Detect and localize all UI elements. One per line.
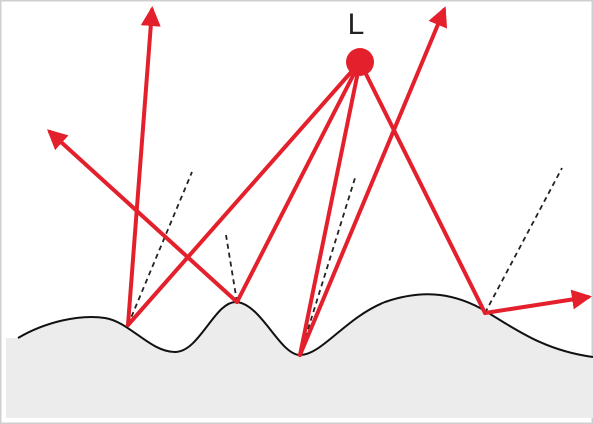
page: L (() => { const data = JSON.parse(docum…	[0, 0, 593, 424]
light-label: L	[348, 8, 365, 41]
reflection-diagram: L	[0, 0, 593, 424]
light-source	[346, 48, 374, 76]
